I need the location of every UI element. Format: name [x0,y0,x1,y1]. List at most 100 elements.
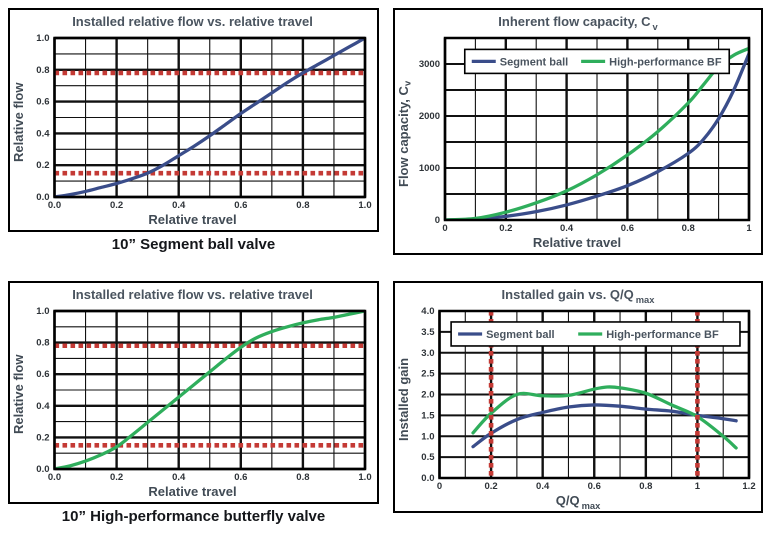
y-axis-label: Flow capacity, Cv [396,80,413,187]
chart-body: Relative flow 0.0 0.2 0.4 0.6 0.8 1.0 0.0 0.2 0.… [10,32,377,212]
svg-text:0.8: 0.8 [639,481,652,492]
svg-text:3000: 3000 [419,59,440,70]
chart-title-text: Installed relative flow vs. relative tra… [72,14,313,29]
svg-text:1: 1 [695,481,701,492]
tick-labels: 0.0 0.2 0.4 0.6 0.8 1.0 0.0 0.2 0.4 0.6 0.8 1.0 [36,306,371,483]
tick-labels: 0.0 0.2 0.4 0.6 0.8 1.0 0.0 0.2 0.4 0.6 0.8 1.0 [36,33,371,211]
svg-text:1.0: 1.0 [358,472,371,483]
svg-text:4.0: 4.0 [421,306,434,317]
chart-body: Relative flow 0.0 0.2 0.4 0.6 0.8 1.0 0.0 0.2 0.… [10,305,377,484]
chart-box: Installed relative flow vs. relative tra… [8,8,379,232]
chart-canvas: 0 0.2 0.4 0.6 0.8 1 0 1000 2000 3000 Segment ball H… [419,36,752,234]
svg-text:1.0: 1.0 [36,306,49,317]
bottom-row: Installed relative flow vs. relative tra… [8,281,763,525]
svg-text:0.0: 0.0 [421,473,434,484]
plot-frame [443,36,751,222]
svg-text:0.0: 0.0 [48,200,61,211]
chart-title-subscript: max [635,294,655,305]
svg-text:0.2: 0.2 [36,160,49,171]
svg-text:0.8: 0.8 [682,223,695,234]
tick-labels: 0 0.2 0.4 0.6 0.8 1 0 1000 2000 3000 [419,59,752,234]
svg-text:0.2: 0.2 [110,200,123,211]
panel-installed-flow-butterfly: Installed relative flow vs. relative tra… [8,281,379,525]
legend-label: Segment ball [500,56,568,68]
svg-text:0.4: 0.4 [536,481,550,492]
series-group [54,311,365,469]
legend: Segment ball High-performance BF [450,321,741,347]
svg-text:0.4: 0.4 [560,223,574,234]
series-high_performance_bf [54,311,365,469]
svg-text:0.2: 0.2 [484,481,497,492]
chart-box: Installed relative flow vs. relative tra… [8,281,379,504]
svg-text:0.8: 0.8 [36,338,49,349]
x-axis-label: Relative travel [148,212,237,227]
svg-text:1.5: 1.5 [421,410,435,421]
svg-text:0: 0 [442,223,447,234]
svg-text:0.6: 0.6 [234,472,247,483]
chart-title-subscript: v [652,21,658,32]
x-axis-label: Q/Q max [555,493,601,511]
svg-text:0.6: 0.6 [234,200,247,211]
chart-title-text: Installed relative flow vs. relative tra… [72,287,313,302]
chart-title-text: Installed gain vs. Q/Q [501,287,634,302]
legend: Segment ball High-performance BF [463,48,731,75]
legend-label: Segment ball [486,329,554,341]
series-segment_ball [54,38,365,197]
svg-text:1.0: 1.0 [358,200,371,211]
svg-text:1.0: 1.0 [36,33,49,44]
svg-text:0.4: 0.4 [172,200,186,211]
tick-labels: 0 0.2 0.4 0.6 0.8 1 1.2 0.0 0.5 1.0 1.5 2.0 2.5 3.0 3.… [421,306,755,492]
top-row: Installed relative flow vs. relative tra… [8,8,763,255]
chart-box: Installed gain vs. Q/Q max Installed gain… [393,281,763,513]
svg-text:2.5: 2.5 [421,369,435,380]
chart-canvas: 0.0 0.2 0.4 0.6 0.8 1.0 0.0 0.2 0.4 0.6 0.8 1.0 [36,306,371,483]
chart-canvas: 0.0 0.2 0.4 0.6 0.8 1.0 0.0 0.2 0.4 0.6 0.8 1.0 [36,33,371,211]
svg-text:2000: 2000 [419,111,440,122]
chart-body: Flow capacity, Cv 0 0.2 0.4 0.6 0.8 1 0 1000 200… [395,32,761,235]
svg-text:3.5: 3.5 [421,327,435,338]
svg-text:0: 0 [435,215,440,226]
chart-body: Installed gain 0 0.2 0.4 0.6 0.8 1 1.2 0.0 0.5 1.… [395,305,761,493]
y-axis-label: Relative flow [11,82,26,162]
svg-text:0.8: 0.8 [36,65,49,76]
svg-text:0.6: 0.6 [621,223,634,234]
series-segment_ball [445,51,749,220]
y-axis-label: Installed gain [396,357,411,441]
svg-text:0.4: 0.4 [36,128,50,139]
valve-charts-page: Installed relative flow vs. relative tra… [8,8,763,525]
x-axis-label: Relative travel [148,484,237,499]
y-axis-label: Relative flow [11,354,26,435]
chart-title: Installed relative flow vs. relative tra… [10,10,377,32]
panel-installed-flow-segment-ball: Installed relative flow vs. relative tra… [8,8,379,253]
svg-text:0.4: 0.4 [36,401,50,412]
plot-frame [53,36,367,199]
caption-segment-ball-valve: 10” Segment ball valve [111,236,276,253]
svg-text:0.6: 0.6 [36,369,49,380]
chart-title: Installed relative flow vs. relative tra… [10,283,377,305]
svg-text:0.6: 0.6 [588,481,601,492]
svg-text:0.0: 0.0 [48,472,61,483]
legend-label: High-performance BF [606,329,719,341]
svg-text:0.8: 0.8 [296,472,309,483]
svg-text:1.2: 1.2 [742,481,755,492]
svg-text:1.0: 1.0 [421,431,434,442]
svg-text:2.0: 2.0 [421,390,434,401]
svg-text:0.0: 0.0 [36,464,49,475]
svg-text:0.2: 0.2 [499,223,512,234]
svg-text:0.2: 0.2 [110,472,123,483]
chart-title: Installed gain vs. Q/Q max [395,283,761,305]
plot-frame [53,309,367,471]
svg-text:1: 1 [746,223,752,234]
chart-canvas: 0 0.2 0.4 0.6 0.8 1 1.2 0.0 0.5 1.0 1.5 2.0 2.5 3.0 3.… [421,306,755,492]
svg-text:0.2: 0.2 [36,432,49,443]
caption-butterfly-valve: 10” High-performance butterfly valve [61,508,326,525]
svg-text:0.4: 0.4 [172,472,186,483]
svg-text:0.0: 0.0 [36,192,49,203]
svg-text:0.5: 0.5 [421,452,435,463]
reference-lines [54,343,365,448]
chart-title-text: Inherent flow capacity, C [498,14,651,29]
svg-text:1000: 1000 [419,163,440,174]
panel-installed-gain: Installed gain vs. Q/Q max Installed gain… [393,281,763,513]
